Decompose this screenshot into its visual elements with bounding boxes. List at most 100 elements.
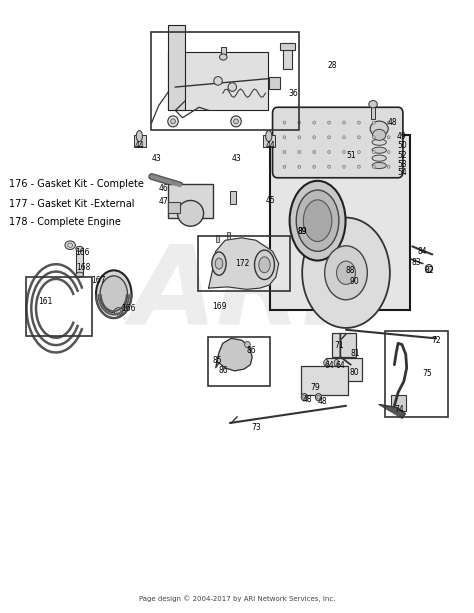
- Ellipse shape: [296, 190, 339, 251]
- Bar: [301, 366, 348, 395]
- Bar: [270, 135, 410, 310]
- Text: 85: 85: [212, 356, 222, 365]
- Ellipse shape: [283, 135, 286, 139]
- Ellipse shape: [337, 261, 356, 284]
- Bar: [168, 202, 180, 213]
- Bar: [168, 184, 213, 218]
- Ellipse shape: [313, 165, 316, 168]
- Ellipse shape: [298, 135, 301, 139]
- Text: 86: 86: [219, 366, 228, 375]
- Bar: [221, 47, 226, 58]
- Ellipse shape: [343, 165, 346, 168]
- Text: 64: 64: [336, 362, 345, 370]
- Ellipse shape: [137, 131, 142, 142]
- Ellipse shape: [114, 308, 123, 315]
- Text: 167: 167: [91, 276, 106, 284]
- Text: 172: 172: [236, 259, 250, 268]
- Bar: [332, 333, 356, 357]
- Polygon shape: [209, 238, 279, 289]
- Ellipse shape: [65, 241, 75, 249]
- Text: 44: 44: [135, 142, 145, 150]
- Text: 89: 89: [297, 227, 307, 235]
- Ellipse shape: [290, 181, 346, 261]
- Ellipse shape: [283, 165, 286, 168]
- Bar: [168, 52, 268, 110]
- Text: 166: 166: [76, 248, 90, 257]
- Bar: [168, 25, 185, 110]
- Ellipse shape: [325, 246, 367, 300]
- Bar: [227, 232, 230, 239]
- Text: 176 - Gasket Kit - Complete: 176 - Gasket Kit - Complete: [9, 179, 145, 189]
- Text: 161: 161: [38, 297, 52, 306]
- Ellipse shape: [313, 121, 316, 124]
- Text: 36: 36: [288, 89, 298, 97]
- Text: 71: 71: [334, 341, 344, 349]
- Text: 82: 82: [424, 267, 434, 275]
- Ellipse shape: [76, 272, 83, 277]
- Ellipse shape: [76, 246, 83, 251]
- Text: 89: 89: [297, 227, 307, 235]
- Text: 45: 45: [265, 196, 275, 205]
- Text: 43: 43: [232, 154, 242, 162]
- Ellipse shape: [373, 135, 375, 139]
- Ellipse shape: [171, 119, 175, 124]
- Ellipse shape: [168, 116, 178, 127]
- Ellipse shape: [219, 54, 227, 60]
- Text: 54: 54: [397, 169, 407, 177]
- Ellipse shape: [316, 394, 321, 401]
- Ellipse shape: [303, 200, 332, 242]
- Ellipse shape: [373, 165, 375, 168]
- Bar: [280, 43, 295, 50]
- Text: 44: 44: [265, 142, 275, 150]
- Ellipse shape: [373, 129, 386, 140]
- Text: 53: 53: [397, 160, 407, 169]
- Bar: [283, 49, 292, 69]
- Text: 88: 88: [345, 267, 355, 275]
- Ellipse shape: [372, 139, 386, 145]
- Bar: [263, 135, 275, 147]
- Ellipse shape: [324, 359, 328, 366]
- Bar: [151, 32, 299, 130]
- Bar: [208, 337, 270, 386]
- Text: 169: 169: [212, 302, 226, 311]
- Ellipse shape: [212, 252, 226, 275]
- Ellipse shape: [214, 77, 222, 85]
- Ellipse shape: [357, 150, 360, 154]
- Ellipse shape: [328, 135, 330, 139]
- Bar: [216, 235, 219, 242]
- Text: 72: 72: [431, 336, 441, 345]
- Ellipse shape: [301, 394, 307, 401]
- Polygon shape: [379, 405, 405, 418]
- Text: 83: 83: [411, 258, 421, 267]
- Ellipse shape: [343, 121, 346, 124]
- Ellipse shape: [387, 150, 390, 154]
- Bar: [269, 77, 280, 89]
- Ellipse shape: [373, 121, 375, 124]
- Ellipse shape: [298, 121, 301, 124]
- Ellipse shape: [357, 121, 360, 124]
- Ellipse shape: [313, 150, 316, 154]
- Bar: [385, 331, 448, 417]
- Text: 50: 50: [397, 142, 407, 150]
- Bar: [76, 249, 83, 275]
- Ellipse shape: [255, 250, 274, 280]
- Ellipse shape: [302, 218, 390, 328]
- Bar: [134, 135, 146, 147]
- Text: 84: 84: [418, 247, 428, 256]
- Text: 81: 81: [351, 349, 360, 358]
- Ellipse shape: [328, 150, 330, 154]
- Text: 48: 48: [302, 395, 312, 404]
- Text: ARI: ARI: [130, 241, 344, 348]
- Ellipse shape: [372, 147, 386, 153]
- Ellipse shape: [372, 162, 386, 169]
- Text: 46: 46: [159, 185, 168, 193]
- Text: 49: 49: [397, 132, 407, 140]
- Text: 51: 51: [346, 151, 356, 159]
- Text: Page design © 2004-2017 by ARI Network Services, Inc.: Page design © 2004-2017 by ARI Network S…: [139, 595, 335, 602]
- Ellipse shape: [298, 165, 301, 168]
- Polygon shape: [216, 338, 252, 371]
- Ellipse shape: [372, 155, 386, 161]
- Ellipse shape: [228, 83, 237, 91]
- Bar: [371, 105, 375, 119]
- Text: 64: 64: [325, 362, 334, 370]
